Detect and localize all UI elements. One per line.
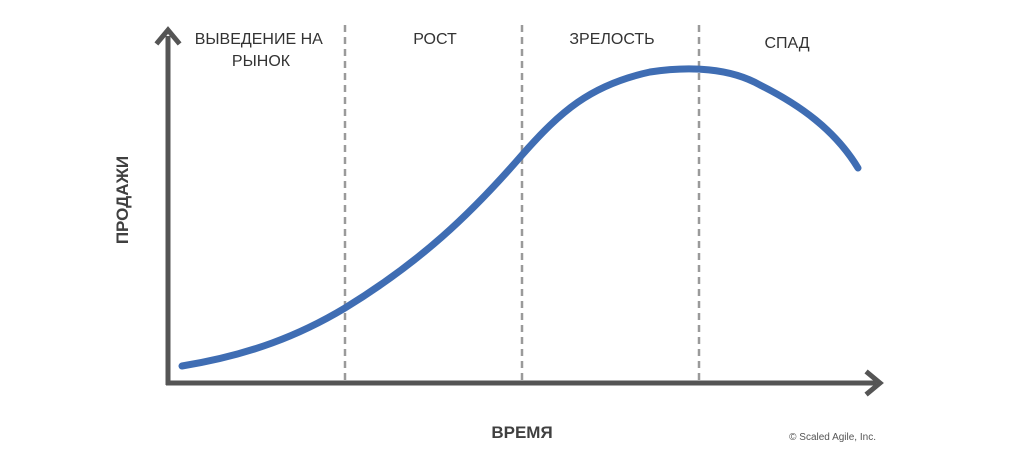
stage-label-line: РЫНОК: [232, 53, 291, 70]
stage-label: РОСТ: [413, 31, 457, 48]
life-cycle-curve: [178, 65, 862, 370]
stage-label-line: ВЫВЕДЕНИЕ НА: [195, 31, 323, 48]
dividers: [343, 25, 701, 383]
y-arrow: [154, 26, 182, 46]
stage-label: СПАД: [764, 35, 809, 52]
x-axis-label: ВРЕМЯ: [491, 423, 552, 442]
copyright: © Scaled Agile, Inc.: [789, 432, 876, 443]
y-axis-label: ПРОДАЖИ: [113, 156, 132, 244]
axes: [154, 26, 884, 397]
stage-label: ЗРЕЛОСТЬ: [569, 31, 654, 48]
stage-label: ВЫВЕДЕНИЕ НА РЫНОК: [195, 31, 328, 70]
x-arrow: [864, 369, 884, 397]
